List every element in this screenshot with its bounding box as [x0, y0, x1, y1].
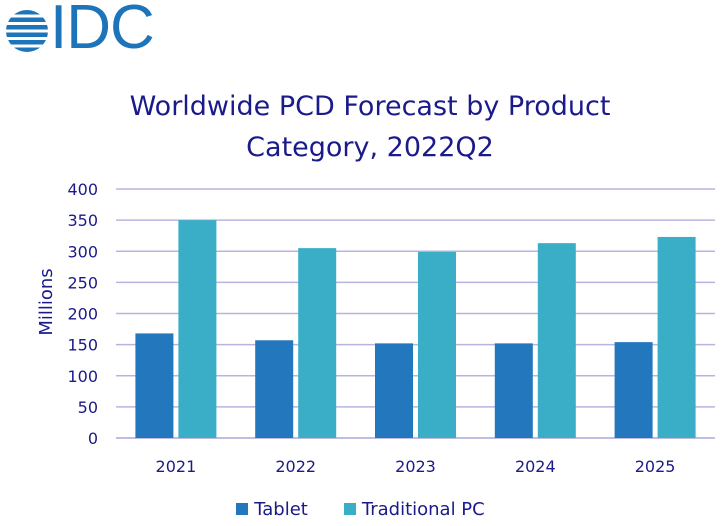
- y-axis-title: Millions: [36, 268, 57, 335]
- chart-title: Worldwide PCD Forecast by Product Catego…: [100, 86, 640, 168]
- bar-traditional-pc-2025: [657, 236, 696, 438]
- legend-item-traditional-pc: Traditional PC: [343, 498, 485, 520]
- bar-tablet-2025: [614, 342, 653, 438]
- bar-tablet-2022: [255, 340, 294, 438]
- legend-swatch-traditional-pc: [343, 503, 356, 515]
- legend-label-tablet: Tablet: [254, 498, 308, 520]
- idc-logo: IDC: [4, 0, 169, 62]
- legend-swatch-tablet: [236, 503, 249, 515]
- x-axis-ticks: 2021 2022 2023 2024 2025: [156, 457, 676, 476]
- x-tick-label: 2024: [515, 457, 556, 476]
- x-tick-label: 2021: [156, 457, 197, 476]
- y-axis-ticks: 0 50 100 150 200 250 300 350 400: [67, 180, 98, 448]
- x-tick-label: 2022: [275, 457, 316, 476]
- legend-item-tablet: Tablet: [236, 499, 308, 520]
- y-tick-label: 50: [78, 398, 98, 417]
- x-tick-label: 2025: [635, 457, 676, 476]
- legend: Tablet Traditional PC: [0, 496, 721, 522]
- y-tick-label: 0: [88, 429, 98, 448]
- bars: [135, 220, 696, 438]
- y-tick-label: 100: [67, 367, 98, 386]
- y-tick-label: 200: [67, 305, 98, 324]
- y-tick-label: 300: [67, 242, 98, 261]
- bar-traditional-pc-2024: [537, 243, 576, 438]
- bar-traditional-pc-2023: [418, 251, 456, 438]
- legend-label-traditional-pc: Traditional PC: [361, 498, 485, 520]
- chart-title-line-2: Category, 2022Q2: [246, 132, 494, 163]
- bar-tablet-2023: [375, 343, 413, 438]
- bar-tablet-2021: [135, 333, 174, 438]
- bar-traditional-pc-2021: [178, 220, 217, 438]
- x-tick-label: 2023: [395, 457, 436, 476]
- bar-traditional-pc-2022: [298, 248, 337, 438]
- chart-title-line-1: Worldwide PCD Forecast by Product: [129, 91, 611, 122]
- idc-logo-text: IDC: [50, 0, 155, 62]
- bar-tablet-2024: [494, 343, 533, 438]
- y-tick-label: 250: [67, 273, 98, 292]
- y-tick-label: 150: [67, 336, 98, 355]
- y-tick-label: 400: [67, 180, 98, 199]
- y-tick-label: 350: [67, 211, 98, 230]
- idc-globe-icon: [6, 10, 48, 52]
